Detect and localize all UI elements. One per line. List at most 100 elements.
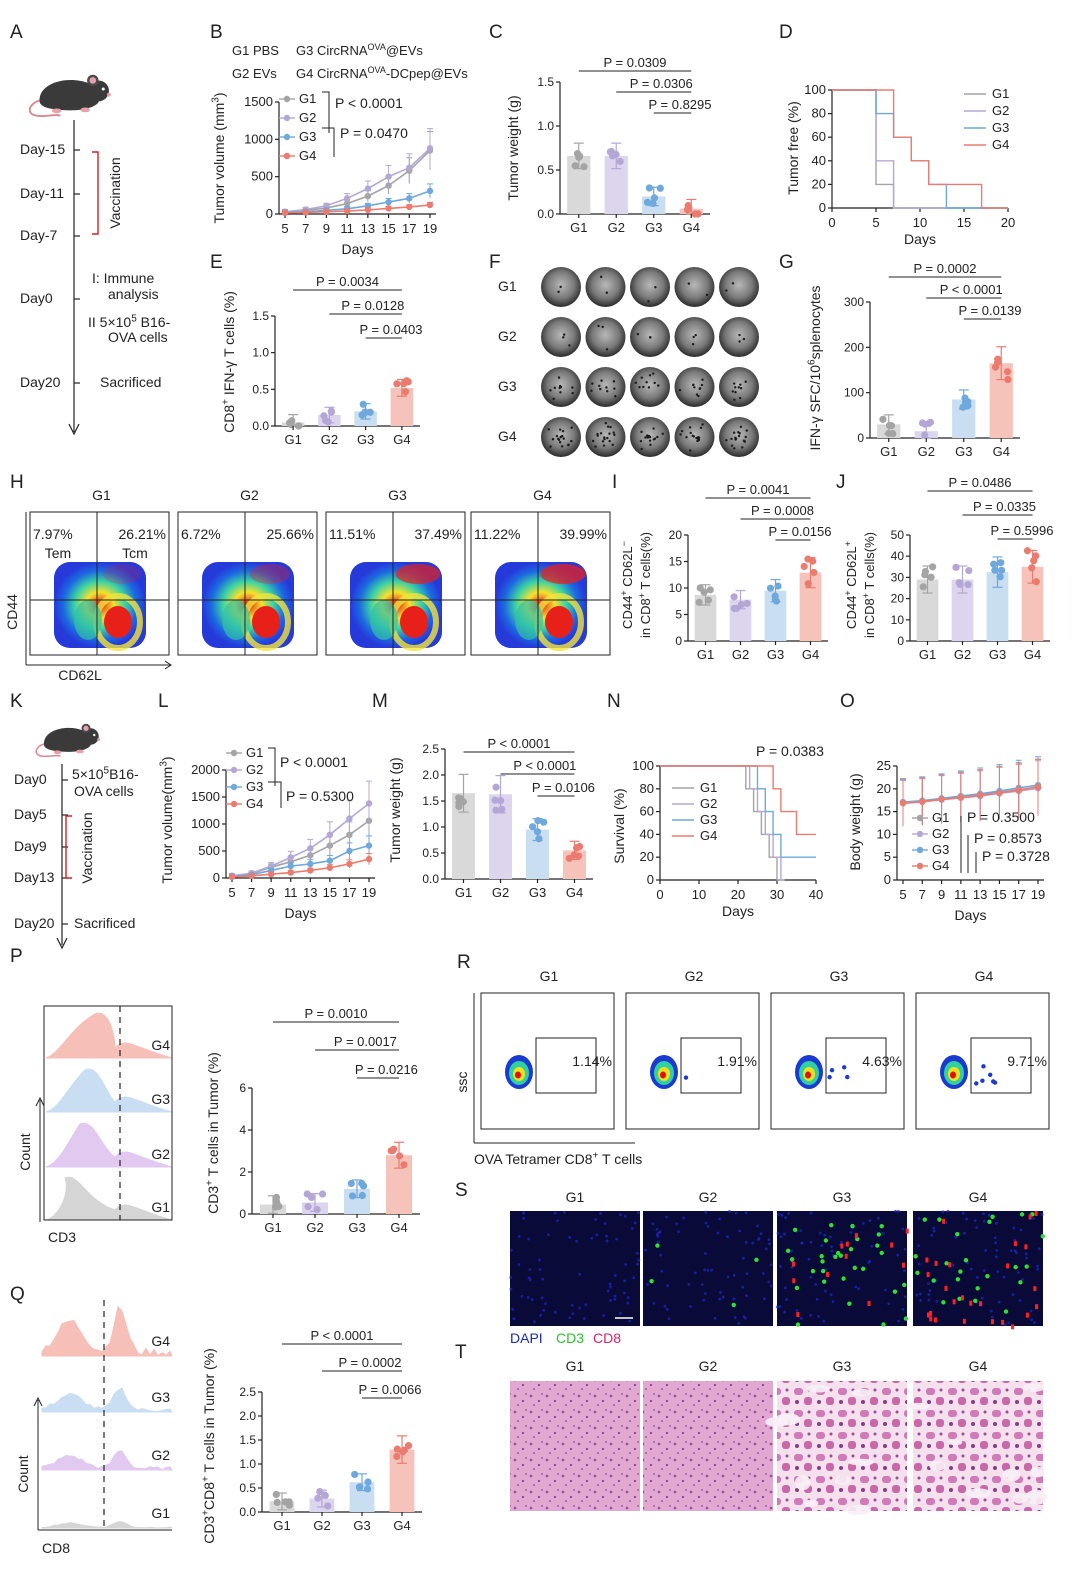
elispot-spot: [597, 324, 600, 328]
quadrant-percent: 11.51%: [329, 526, 375, 542]
elispot-spot: [739, 425, 743, 428]
dapi-nucleus: [919, 1298, 922, 1302]
label-part: +: [637, 593, 647, 598]
y-tick-label: 40: [640, 826, 654, 841]
data-point: [772, 597, 780, 605]
p-value: P = 0.3500: [967, 809, 1035, 825]
series-point-g4: [996, 789, 1003, 797]
panel-s-title: G1: [566, 1189, 585, 1205]
elispot-spot: [598, 384, 601, 388]
x-tick-label: G3: [767, 647, 784, 662]
y-tick-label: 2.0: [239, 1409, 256, 1423]
x-tick-label: G2: [918, 444, 935, 459]
dapi-nucleus: [694, 1271, 697, 1275]
p-value: P = 0.0041: [726, 482, 789, 497]
label-part: Tumor weight (g): [505, 95, 521, 200]
dapi-nucleus: [946, 1209, 950, 1213]
y-axis-label: Tumor free (%): [785, 101, 801, 195]
x-tick-label: G1: [264, 1220, 281, 1235]
dapi-nucleus: [702, 1298, 706, 1302]
dapi-nucleus: [703, 1292, 707, 1296]
panel-s-title: G4: [969, 1189, 988, 1205]
series-point-g4: [426, 201, 434, 209]
dapi-nucleus: [594, 1218, 598, 1221]
dapi-nucleus: [849, 1230, 853, 1234]
he-necrosis: [794, 1475, 811, 1491]
panel-letter: N: [607, 691, 621, 712]
elispot-spot: [688, 426, 692, 429]
chart-ifn-e: 0.0 0.5 1.0 1.5 G1 G2 G3 G4 P = 0.0034 P = 0.0128…: [252, 274, 422, 447]
data-point: [327, 408, 335, 416]
dapi-nucleus: [706, 1224, 710, 1228]
tetramer-event: [981, 1064, 986, 1069]
elispot-spot: [700, 383, 704, 387]
data-point: [540, 818, 548, 826]
data-point: [400, 1161, 408, 1169]
elispot-spot: [701, 378, 704, 381]
y-tick-label: 100: [632, 758, 654, 773]
data-point: [921, 420, 929, 428]
series-point-g4: [323, 208, 330, 215]
x-tick-label: G4: [683, 220, 700, 235]
mouse-nose: [107, 92, 111, 97]
dapi-nucleus: [941, 1210, 945, 1214]
data-point: [1032, 578, 1040, 586]
dapi-nucleus: [652, 1301, 656, 1305]
dapi-nucleus: [790, 1265, 794, 1269]
x-tick-label: G3: [645, 220, 662, 235]
cd3-signal: [875, 1243, 880, 1248]
dapi-nucleus: [809, 1275, 813, 1279]
elispot-spot: [634, 381, 637, 385]
label-part: Survival (%): [611, 788, 627, 863]
tetramer-gate: [825, 1037, 887, 1094]
elispot-spot: [678, 388, 682, 392]
elispot-spot: [606, 436, 609, 440]
x-tick-label: 17: [342, 885, 356, 900]
series-point-g4: [1034, 783, 1042, 791]
cd3-signal: [861, 1266, 866, 1272]
cd8-signal: [844, 1253, 848, 1259]
x-tick-label: G3: [348, 1220, 365, 1235]
cd8-signal: [934, 1260, 938, 1266]
x-tick-label: 5: [281, 221, 288, 236]
y-axis-label: Body weight (g): [847, 773, 863, 870]
y-tick-label: 6: [239, 1081, 246, 1095]
label-part: T cells in Tumor (%): [201, 1348, 217, 1476]
elispot-spot: [649, 335, 652, 339]
x-tick-label: 20: [731, 887, 745, 902]
x-tick-label: 9: [268, 885, 275, 900]
y-axis-label: CD8+ IFN-γ T cells (%): [221, 291, 237, 433]
p-value: P < 0.0001: [310, 1328, 373, 1343]
tetramer-density: [950, 1071, 956, 1079]
x-tick-label: G2: [492, 885, 509, 900]
dapi-nucleus: [1018, 1299, 1022, 1302]
panel-letter: E: [210, 252, 223, 273]
legend-marker: [230, 783, 238, 791]
series-point-g4: [938, 796, 945, 803]
elispot-spot: [558, 441, 562, 444]
series-point-g4: [287, 869, 294, 876]
cd8-signal: [826, 1271, 830, 1277]
if-image-g1: [510, 1211, 640, 1326]
tetramer-event: [980, 1078, 985, 1083]
data-point: [358, 411, 366, 419]
legend-marker: [916, 830, 924, 838]
elispot-row-label: G4: [498, 428, 517, 444]
dapi-nucleus: [769, 1284, 773, 1288]
histogram-label: G3: [151, 1389, 170, 1405]
cd3-signal: [795, 1322, 801, 1327]
legend-label: G3: [299, 129, 316, 144]
chart-tumor-volume-b: 0 500 1000 1500 5 7 9 11 13 15 17 19 Days: [244, 94, 437, 257]
elispot-spot: [652, 438, 656, 441]
y-tick-label: 1.5: [537, 75, 554, 89]
label-part: +: [201, 1476, 212, 1482]
elispot-well: [541, 317, 581, 357]
histogram-g1: [45, 1176, 173, 1221]
legend-label: G3: [992, 120, 1009, 135]
mouse-nose: [97, 738, 101, 741]
elispot-spot: [640, 447, 643, 451]
quadrant-percent: 7.97%: [33, 526, 73, 542]
series-point-g4: [919, 798, 926, 805]
series-point-g4: [248, 872, 255, 880]
p-value: P = 0.0139: [958, 303, 1021, 318]
